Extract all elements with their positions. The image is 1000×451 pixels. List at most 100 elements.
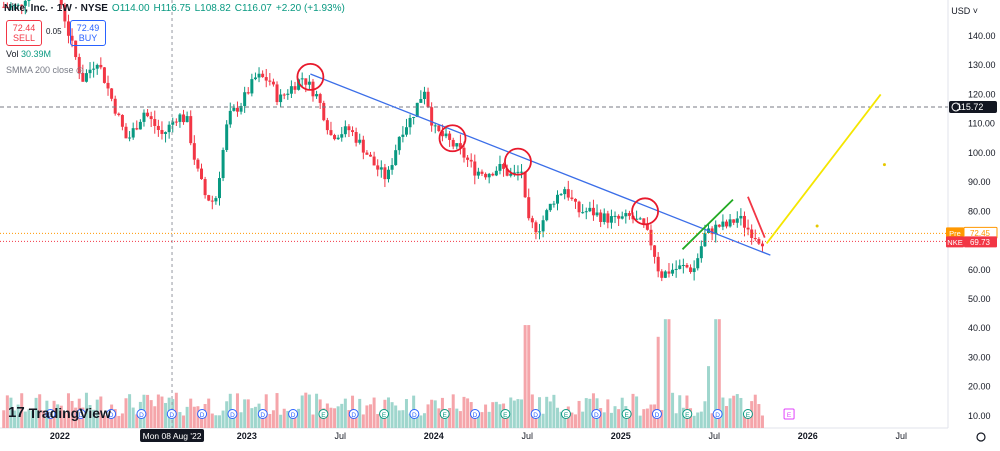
candle-body <box>81 73 85 82</box>
volume-bar <box>113 409 117 428</box>
candle-body <box>430 107 434 126</box>
volume-bar <box>297 408 301 428</box>
volume-bar <box>638 415 642 428</box>
event-marker <box>257 409 268 419</box>
volume-bar <box>714 319 718 428</box>
volume-bar <box>174 392 178 428</box>
candle-body <box>760 243 764 247</box>
volume-bar <box>422 413 426 428</box>
crosshair-price-badge <box>949 100 997 113</box>
volume-bar <box>753 394 757 428</box>
time-tick-label: 2026 <box>798 431 818 441</box>
volume-bar <box>153 406 157 428</box>
time-tick-label: Jul <box>895 431 907 441</box>
tradingview-logo[interactable]: 17 TradingView <box>8 404 111 421</box>
candle-body <box>412 116 416 118</box>
volume-bar <box>164 402 168 428</box>
sell-button[interactable]: 72.44 SELL <box>6 20 42 46</box>
event-marker-label: E <box>624 412 629 419</box>
buy-button[interactable]: 72.49 BUY <box>70 20 106 46</box>
volume-bar <box>149 400 153 428</box>
candle-body <box>523 171 527 198</box>
time-tick-label: 2024 <box>424 431 444 441</box>
volume-bar <box>365 405 369 428</box>
candle-body <box>239 105 243 112</box>
candle-body <box>595 212 599 216</box>
volume-bar <box>717 319 721 428</box>
event-marker <box>136 409 147 419</box>
candle-body <box>739 215 743 219</box>
candle-body <box>494 170 498 176</box>
candle-body <box>728 219 732 227</box>
event-marker-label: D <box>594 412 599 419</box>
candle-body <box>351 130 355 133</box>
candle-body <box>527 197 531 219</box>
candle-body <box>581 212 585 214</box>
volume-bar <box>671 392 675 428</box>
volume-bar <box>746 414 750 428</box>
candle-body <box>609 216 613 223</box>
event-marker <box>439 409 450 419</box>
candle-body <box>196 159 200 169</box>
candle-body <box>645 223 649 230</box>
volume-bar <box>674 413 678 428</box>
candle-body <box>264 77 268 81</box>
candle-body <box>663 271 667 278</box>
future-earnings-label: E <box>787 412 792 419</box>
volume-bar <box>491 402 495 428</box>
volume-bar <box>635 396 639 428</box>
time-tick-label: Jul <box>335 431 347 441</box>
event-marker-label: D <box>291 412 296 419</box>
sma-legend[interactable]: SMMA 200 close ◎ <box>6 65 84 76</box>
candle-body <box>217 178 221 199</box>
event-marker <box>560 409 571 419</box>
volume-bar <box>311 414 315 428</box>
candle-body <box>250 79 254 94</box>
candle-body <box>606 213 610 223</box>
volume-bar <box>534 412 538 428</box>
candle-body <box>516 171 520 173</box>
candle-body <box>577 201 581 213</box>
candle-body <box>304 78 308 85</box>
volume-bar <box>74 407 78 428</box>
volume-bar <box>56 404 60 428</box>
candle-body <box>602 213 606 222</box>
event-marker <box>318 409 329 419</box>
volume-legend[interactable]: Vol 30.39M <box>6 49 51 59</box>
candle-body <box>753 237 757 240</box>
volume-bar <box>361 414 365 428</box>
event-marker <box>651 409 662 419</box>
event-marker <box>227 409 238 419</box>
candle-body <box>23 0 27 6</box>
volume-bar <box>681 407 685 428</box>
candle-body <box>120 114 124 127</box>
candle-body <box>667 271 671 274</box>
candle-body <box>232 107 236 111</box>
eye-icon[interactable]: ◎ <box>76 65 84 75</box>
candle-body <box>289 86 293 94</box>
candle-body <box>214 198 218 202</box>
candle-body <box>268 80 272 82</box>
volume-bar <box>131 407 135 428</box>
candle-body <box>386 169 390 180</box>
volume-bar <box>156 394 160 428</box>
volume-bar <box>645 408 649 428</box>
volume-bar <box>217 415 221 428</box>
volume-tick-label: 40.00 <box>968 323 991 333</box>
currency-selector[interactable]: USD ˅ <box>951 6 978 16</box>
candle-body <box>182 114 186 123</box>
event-marker <box>621 409 632 419</box>
sell-price: 72.44 <box>12 23 36 33</box>
price-tick-label: 110.00 <box>968 119 995 129</box>
event-marker <box>712 409 723 419</box>
candle-body <box>354 132 358 143</box>
symbol-label[interactable]: Nike, Inc. · 1W · NYSE <box>4 3 108 14</box>
volume-bar <box>721 397 725 428</box>
volume-bar <box>279 414 283 428</box>
volume-bar <box>102 415 106 428</box>
volume-bar <box>16 404 20 428</box>
spread-value: 0.05 <box>46 27 62 36</box>
candle-body <box>724 221 728 227</box>
